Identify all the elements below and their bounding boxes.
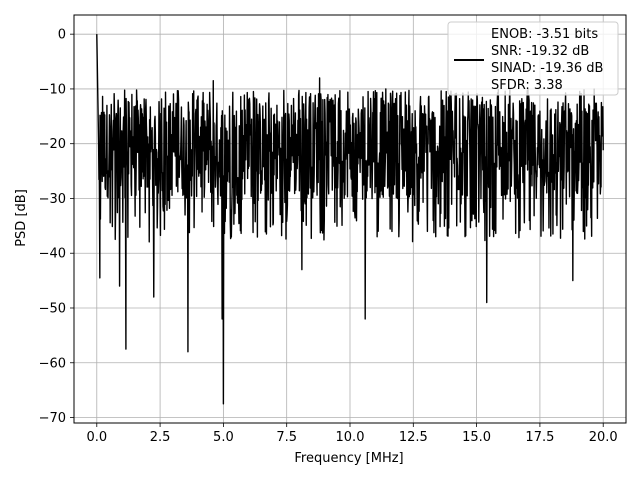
x-tick-label: 17.5: [525, 430, 554, 445]
x-tick-label: 7.5: [276, 430, 297, 445]
y-tick-label: −10: [39, 82, 66, 97]
x-tick-label: 15.0: [462, 430, 491, 445]
y-tick-label: −30: [39, 192, 66, 207]
x-tick-label: 10.0: [336, 430, 365, 445]
y-tick-label: −40: [39, 247, 66, 262]
legend-entry-enob: ENOB: -3.51 bits: [491, 27, 598, 42]
y-axis-label: PSD [dB]: [14, 189, 29, 247]
legend-entry-snr: SNR: -19.32 dB: [491, 44, 589, 59]
y-tick-label: −50: [39, 301, 66, 316]
x-axis-label: Frequency [MHz]: [294, 451, 403, 466]
y-tick-label: −70: [39, 411, 66, 426]
legend-entry-sfdr: SFDR: 3.38: [491, 78, 563, 93]
plot-frame: [73, 14, 627, 424]
y-tick-label: −60: [39, 356, 66, 371]
x-tick-label: 12.5: [399, 430, 428, 445]
y-tick-label: 0: [58, 28, 66, 43]
axis-ticks: 0.0 2.5 5.0 7.5 10.0 12.5 15.0 17.5 20.0 0 −10 −20 −…: [39, 28, 618, 445]
x-tick-label: 0.0: [86, 430, 107, 445]
legend-box: [447, 21, 619, 96]
legend: ENOB: -3.51 bits SNR: -19.32 dB SINAD: -…: [447, 21, 619, 96]
psd-trace: [96, 34, 604, 405]
x-tick-label: 20.0: [589, 430, 618, 445]
x-tick-label: 5.0: [213, 430, 234, 445]
series-layer: [96, 34, 604, 405]
x-tick-label: 2.5: [150, 430, 171, 445]
y-tick-label: −20: [39, 137, 66, 152]
legend-entry-sinad: SINAD: -19.36 dB: [491, 61, 603, 76]
